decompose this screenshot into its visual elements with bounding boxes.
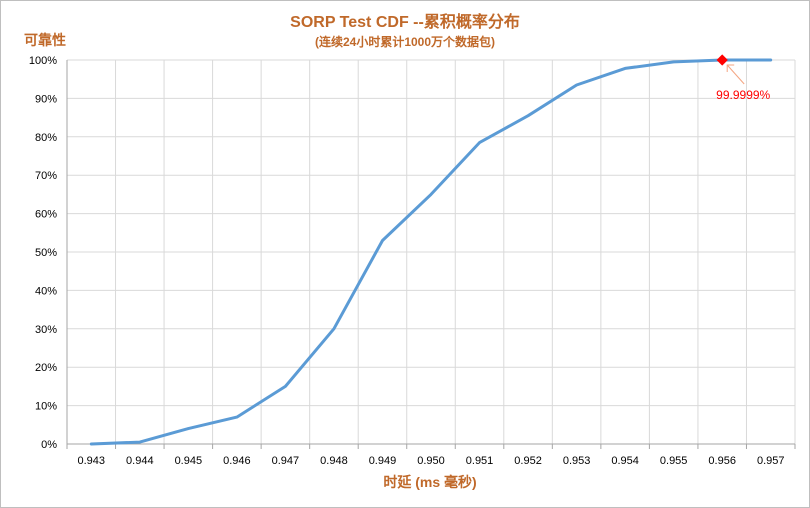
chart-subtitle: (连续24小时累计1000万个数据包): [315, 34, 495, 49]
y-tick-label: 20%: [35, 362, 57, 374]
y-tick-label: 100%: [29, 55, 57, 67]
x-tick-label: 0.950: [417, 455, 445, 467]
x-tick-label: 0.954: [611, 455, 639, 467]
axes: [66, 60, 796, 449]
y-tick-label: 70%: [35, 170, 57, 182]
x-tick-label: 0.953: [563, 455, 591, 467]
x-tick-label: 0.947: [272, 455, 300, 467]
annotation-arrowhead: [726, 64, 735, 73]
highlight-marker: [716, 54, 728, 66]
x-tick-label: 0.956: [708, 455, 736, 467]
chart-title: SORP Test CDF --累积概率分布: [290, 12, 520, 31]
x-tick-label: 0.946: [223, 455, 251, 467]
grid-lines: [66, 59, 796, 444]
series-group: [89, 58, 773, 446]
x-tick-label: 0.952: [514, 455, 542, 467]
y-tick-label: 80%: [35, 132, 57, 144]
x-tick-label: 0.945: [175, 455, 203, 467]
x-tick-label: 0.955: [660, 455, 688, 467]
y-tick-label: 50%: [35, 247, 57, 259]
x-tick-label: 0.948: [320, 455, 348, 467]
y-tick-label: 60%: [35, 209, 57, 221]
y-tick-label: 90%: [35, 93, 57, 105]
x-tick-label: 0.944: [126, 455, 154, 467]
series-line: [89, 58, 773, 446]
annotation-label: 99.9999%: [716, 88, 770, 102]
x-tick-label: 0.949: [369, 455, 397, 467]
y-tick-labels: 0% 10% 20% 30% 40% 50% 60% 70% 80% 90% 100%: [29, 55, 57, 451]
y-tick-label: 0%: [41, 439, 57, 451]
y-tick-label: 30%: [35, 324, 57, 336]
y-axis-title: 可靠性: [24, 32, 66, 48]
x-tick-label: 0.957: [757, 455, 785, 467]
annotation-arrow: [726, 64, 745, 85]
x-axis-title: 时延 (ms 毫秒): [383, 474, 476, 490]
x-tick-labels: 0.943 0.944 0.945 0.946 0.947 0.948 0.949 0.950…: [78, 455, 785, 467]
x-tick-label: 0.943: [78, 455, 106, 467]
x-tick-label: 0.951: [466, 455, 494, 467]
y-tick-label: 10%: [35, 401, 57, 413]
y-tick-label: 40%: [35, 285, 57, 297]
